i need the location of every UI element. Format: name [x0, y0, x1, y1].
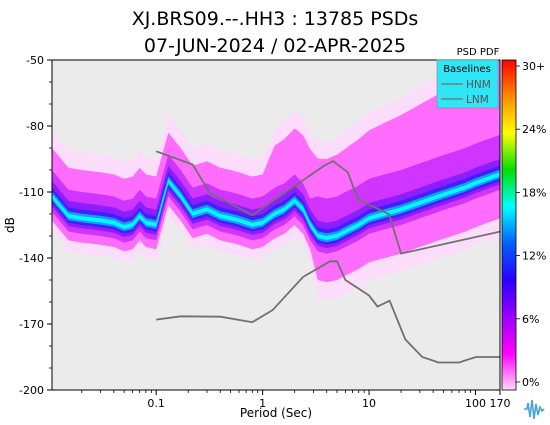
- y-tick-label: -170: [19, 318, 44, 331]
- legend-lnm-label: LNM: [466, 94, 489, 106]
- x-tick-label: 0.1: [147, 397, 165, 410]
- x-tick-label: 1: [259, 397, 266, 410]
- colorbar-tick-label: 30+: [522, 60, 545, 73]
- density-band: [52, 159, 500, 249]
- density-band: [52, 165, 500, 245]
- x-axis: 0.1 1 10 100 170: [81, 390, 511, 410]
- waveform-logo-icon: [524, 399, 545, 420]
- legend: Baselines HNM LNM: [436, 59, 499, 109]
- y-tick-label: -200: [19, 384, 44, 397]
- y-tick-label: -50: [26, 54, 44, 67]
- legend-hnm-label: HNM: [466, 79, 491, 91]
- x-tick-label: 100: [465, 397, 486, 410]
- series-lnm-line: [156, 260, 500, 364]
- x-tick-label: 170: [490, 397, 511, 410]
- colorbar-tick-label: 0%: [522, 376, 539, 389]
- y-tick-label: -110: [19, 186, 44, 199]
- y-tick-label: -140: [19, 252, 44, 265]
- colorbar-ticks: 30+ 24% 18% 12% 6% 0%: [516, 60, 546, 389]
- density-band: [52, 134, 500, 254]
- x-tick-label: 10: [362, 397, 376, 410]
- psd-density-bands: [52, 60, 500, 300]
- colorbar-tick-label: 6%: [522, 313, 539, 326]
- baseline-lines: [155, 150, 500, 364]
- chart-title-line1: XJ.BRS09.--.HH3 : 13785 PSDs: [132, 8, 419, 30]
- y-axis-label: dB: [3, 217, 17, 233]
- x-axis-label: Period (Sec): [240, 406, 312, 420]
- plot-frame: [51, 59, 501, 391]
- legend-title: Baselines: [443, 64, 491, 75]
- colorbar-tick-label: 12%: [522, 250, 546, 263]
- colorbar-tick-label: 18%: [522, 186, 546, 199]
- y-tick-label: -80: [26, 120, 44, 133]
- density-band: [52, 172, 500, 240]
- colorbar-title: PSD PDF: [457, 47, 500, 58]
- y-axis: -50 -80 -110 -140 -170 -200: [19, 54, 52, 397]
- chart-title-line2: 07-JUN-2024 / 02-APR-2025: [144, 35, 406, 57]
- colorbar: [501, 59, 517, 391]
- plot-region: [52, 60, 500, 364]
- series-hnm-line: [155, 150, 500, 255]
- colorbar-tick-label: 24%: [522, 123, 546, 136]
